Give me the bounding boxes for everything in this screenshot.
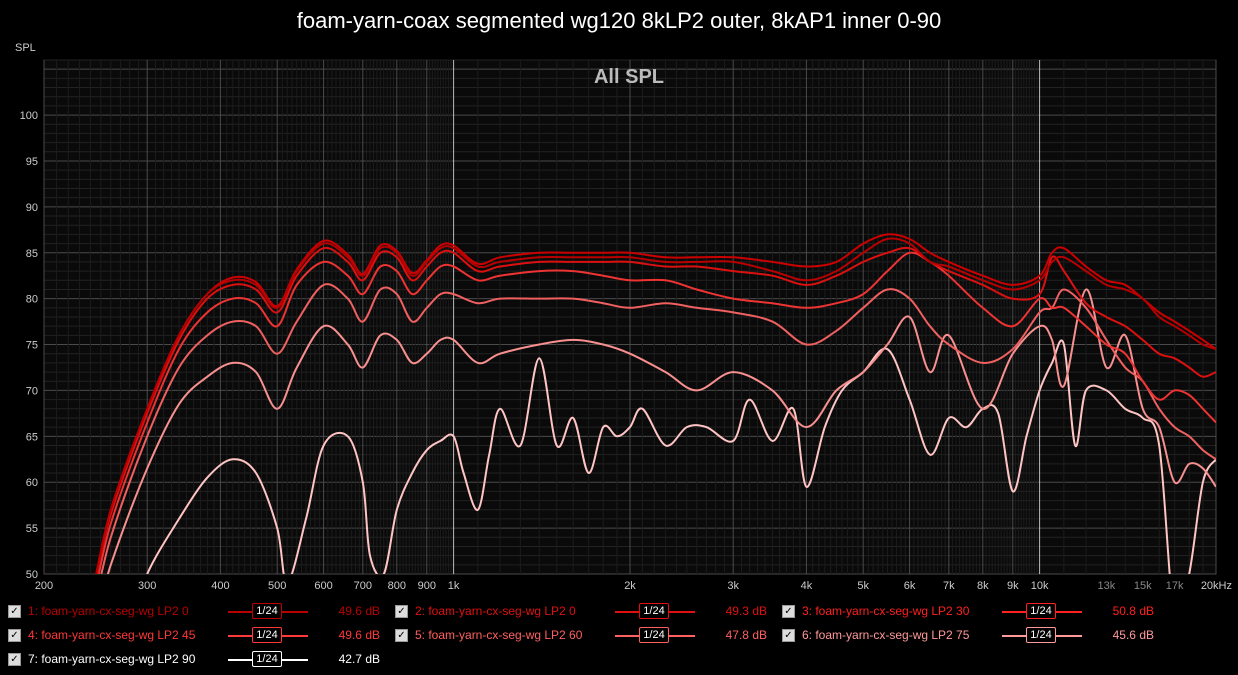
x-tick-label: 10k <box>1031 580 1049 592</box>
x-tick-label: 13k <box>1097 580 1115 592</box>
x-tick-label: 7k <box>943 580 955 592</box>
spl-chart[interactable]: All SPL 50 55 60 65 70 75 80 85 90 95 100 200 300 40… <box>0 0 1238 600</box>
smoothing-selector[interactable]: 1/24 <box>228 603 308 619</box>
legend-label: 7: foam-yarn-cx-seg-wg LP2 90 <box>28 652 196 666</box>
x-tick-label: 700 <box>354 580 372 592</box>
y-tick-label: 80 <box>26 294 38 306</box>
x-tick-label: 5k <box>857 580 869 592</box>
smoothing-selector[interactable]: 1/24 <box>1002 603 1082 619</box>
legend-label: 6: foam-yarn-cx-seg-wg LP2 75 <box>802 628 970 642</box>
legend-level: 50.8 dB <box>1112 604 1154 618</box>
x-tick-label: 600 <box>314 580 332 592</box>
x-tick-label: 1k <box>448 580 460 592</box>
y-tick-label: 85 <box>26 248 38 260</box>
y-tick-label: 60 <box>26 477 38 489</box>
x-tick-labels: 200 300 400 500 600 700 800 900 1k 2k 3k 4k 5k 6k 7k 8k… <box>35 580 1232 592</box>
legend-item-6[interactable]: ✓ 6: foam-yarn-cx-seg-wg LP2 75 1/24 45.6 d… <box>782 624 1154 646</box>
legend-label: 2: foam-yarn-cx-seg-wg LP2 0 <box>415 604 576 618</box>
legend-item-5[interactable]: ✓ 5: foam-yarn-cx-seg-wg LP2 60 1/24 47.8 d… <box>395 624 767 646</box>
y-tick-label: 95 <box>26 156 38 168</box>
smoothing-value: 1/24 <box>252 603 282 619</box>
x-tick-label: 3k <box>727 580 739 592</box>
legend-item-3[interactable]: ✓ 3: foam-yarn-cx-seg-wg LP2 30 1/24 50.8 d… <box>782 600 1154 622</box>
watermark: All SPL <box>594 66 664 88</box>
legend-item-4[interactable]: ✓ 4: foam-yarn-cx-seg-wg LP2 45 1/24 49.6 d… <box>8 624 380 646</box>
x-tick-label: 200 <box>35 580 53 592</box>
smoothing-selector[interactable]: 1/24 <box>615 603 695 619</box>
series-line-6 <box>106 288 1216 574</box>
smoothing-value: 1/24 <box>639 627 669 643</box>
x-tick-label: 400 <box>211 580 229 592</box>
x-tick-label: 8k <box>977 580 989 592</box>
smoothing-selector[interactable]: 1/24 <box>615 627 695 643</box>
legend-label: 1: foam-yarn-cx-seg-wg LP2 0 <box>28 604 189 618</box>
legend-label: 5: foam-yarn-cx-seg-wg LP2 60 <box>415 628 583 642</box>
series-line-7 <box>146 339 1216 574</box>
legend-checkbox[interactable]: ✓ <box>395 604 408 618</box>
legend-level: 49.6 dB <box>338 628 380 642</box>
smoothing-value: 1/24 <box>1026 627 1056 643</box>
smoothing-selector[interactable]: 1/24 <box>228 651 308 667</box>
x-tick-label: 800 <box>388 580 406 592</box>
x-tick-label: 900 <box>418 580 436 592</box>
smoothing-selector[interactable]: 1/24 <box>228 627 308 643</box>
x-tick-label: 17k <box>1166 580 1184 592</box>
x-tick-label: 300 <box>138 580 156 592</box>
legend-checkbox[interactable]: ✓ <box>395 628 408 642</box>
series-line-1 <box>44 237 1216 574</box>
legend-label: 3: foam-yarn-cx-seg-wg LP2 30 <box>802 604 970 618</box>
legend-checkbox[interactable]: ✓ <box>8 652 21 666</box>
x-tick-label: 9k <box>1007 580 1019 592</box>
x-tick-label: 500 <box>268 580 286 592</box>
y-tick-label: 70 <box>26 385 38 397</box>
legend-label: 4: foam-yarn-cx-seg-wg LP2 45 <box>28 628 196 642</box>
legend-level: 45.6 dB <box>1112 628 1154 642</box>
x-tick-label: 20kHz <box>1201 580 1232 592</box>
y-tick-labels: 50 55 60 65 70 75 80 85 90 95 100 <box>20 110 38 581</box>
series-line-3 <box>44 246 1216 574</box>
x-tick-label: 2k <box>624 580 636 592</box>
y-tick-label: 65 <box>26 431 38 443</box>
x-tick-label: 15k <box>1134 580 1152 592</box>
legend-item-7[interactable]: ✓ 7: foam-yarn-cx-seg-wg LP2 90 1/24 42.7 d… <box>8 648 380 670</box>
smoothing-value: 1/24 <box>252 627 282 643</box>
legend-checkbox[interactable]: ✓ <box>8 628 21 642</box>
series-line-4 <box>44 251 1216 574</box>
x-tick-label: 4k <box>801 580 813 592</box>
legend-checkbox[interactable]: ✓ <box>782 604 795 618</box>
legend-level: 49.6 dB <box>338 604 380 618</box>
legend-level: 49.3 dB <box>725 604 767 618</box>
y-axis-label: SPL <box>15 42 36 54</box>
smoothing-selector[interactable]: 1/24 <box>1002 627 1082 643</box>
x-tick-label: 6k <box>904 580 916 592</box>
legend-checkbox[interactable]: ✓ <box>782 628 795 642</box>
smoothing-value: 1/24 <box>639 603 669 619</box>
legend-level: 47.8 dB <box>725 628 767 642</box>
legend-checkbox[interactable]: ✓ <box>8 604 21 618</box>
curves <box>44 233 1216 574</box>
legend: ✓ 1: foam-yarn-cx-seg-wg LP2 0 1/24 49.6 dB… <box>0 598 1238 675</box>
y-tick-label: 50 <box>26 569 38 581</box>
series-line-2 <box>44 233 1216 574</box>
legend-level: 42.7 dB <box>338 652 380 666</box>
series-line-5 <box>100 283 1216 574</box>
chart-title: foam-yarn-coax segmented wg120 8kLP2 out… <box>296 8 942 33</box>
legend-item-1[interactable]: ✓ 1: foam-yarn-cx-seg-wg LP2 0 1/24 49.6 dB <box>8 600 380 622</box>
y-tick-label: 55 <box>26 523 38 535</box>
y-tick-label: 100 <box>20 110 38 122</box>
legend-item-2[interactable]: ✓ 2: foam-yarn-cx-seg-wg LP2 0 1/24 49.3 dB <box>395 600 767 622</box>
y-tick-label: 90 <box>26 202 38 214</box>
y-tick-label: 75 <box>26 340 38 352</box>
smoothing-value: 1/24 <box>1026 603 1056 619</box>
smoothing-value: 1/24 <box>252 651 282 667</box>
